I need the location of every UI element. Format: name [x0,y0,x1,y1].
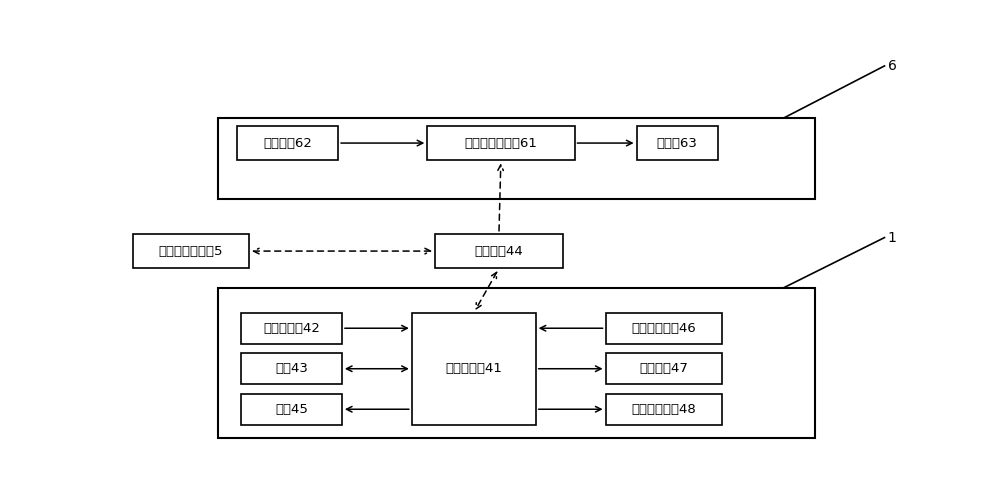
Text: 消毒43: 消毒43 [275,362,308,375]
Bar [241,313,342,344]
Text: 用户终端控制器61: 用户终端控制器61 [464,137,537,150]
Bar [241,394,342,425]
Text: 语音提示器、48: 语音提示器、48 [631,403,696,416]
Bar [133,233,249,269]
Bar [606,353,722,384]
Bar [606,313,722,344]
Bar [637,126,718,160]
Text: 茶台后台服务嘨5: 茶台后台服务嘨5 [159,244,223,258]
Bar [427,126,574,160]
Bar [241,353,342,384]
Bar [606,394,722,425]
Text: 显示器63: 显示器63 [657,137,698,150]
Text: 浸泡计时47: 浸泡计时47 [639,362,688,375]
Text: 6: 6 [888,59,896,73]
Text: 茶台控制器41: 茶台控制器41 [445,362,502,375]
Text: 无线通信44: 无线通信44 [475,244,523,258]
Bar [435,233,563,269]
Text: 即时加热管42: 即时加热管42 [263,322,320,335]
Bar [218,288,815,438]
Text: 出水量检测器46: 出水量检测器46 [631,322,696,335]
Text: 输入键盘62: 输入键盘62 [263,137,312,150]
Bar [412,313,536,425]
Bar [218,118,815,199]
Text: 1: 1 [888,230,896,244]
Bar [237,126,338,160]
Text: 存储45: 存储45 [275,403,308,416]
